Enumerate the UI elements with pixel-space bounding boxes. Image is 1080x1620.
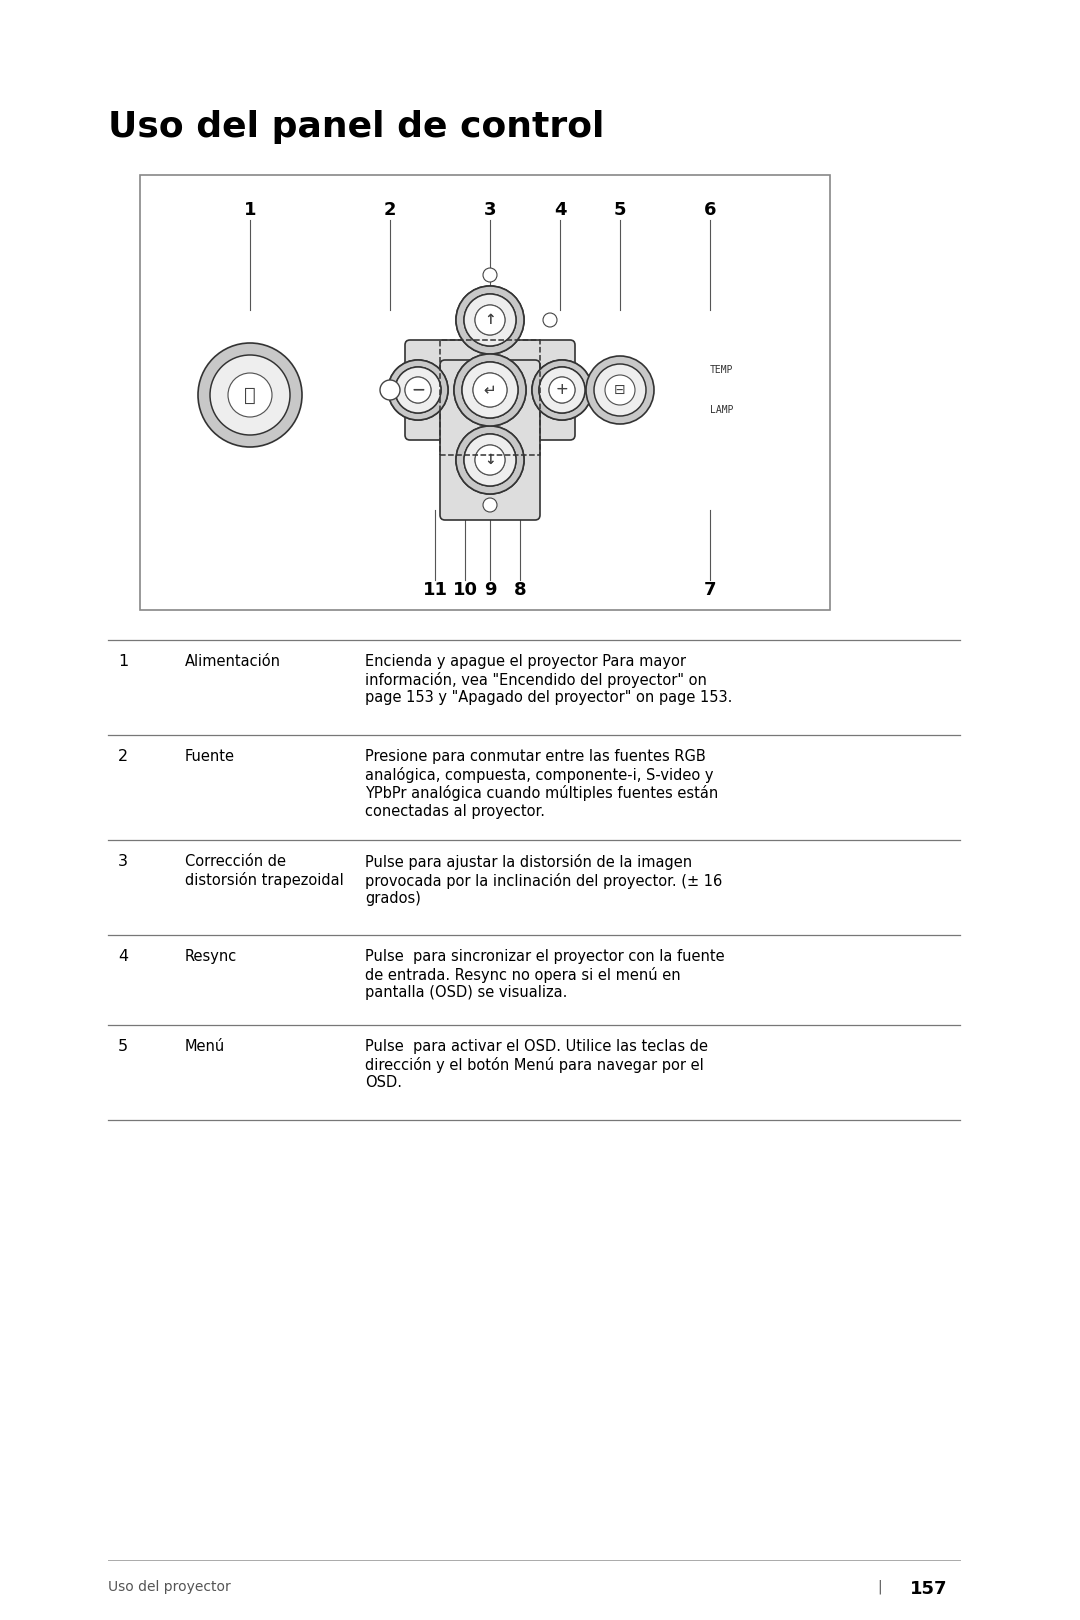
Text: 157: 157: [910, 1580, 947, 1597]
Circle shape: [456, 287, 524, 355]
Text: 11: 11: [422, 582, 447, 599]
Text: 1: 1: [118, 654, 129, 669]
Text: Corrección de
distorsión trapezoidal: Corrección de distorsión trapezoidal: [185, 854, 343, 888]
Circle shape: [395, 368, 441, 413]
Text: +: +: [555, 382, 568, 397]
Circle shape: [483, 267, 497, 282]
Text: 4: 4: [118, 949, 129, 964]
Circle shape: [532, 360, 592, 420]
Text: Encienda y apague el proyector Para mayor
información, vea "Encendido del proyec: Encienda y apague el proyector Para mayo…: [365, 654, 732, 705]
Text: Uso del panel de control: Uso del panel de control: [108, 110, 605, 144]
Text: Uso del proyector: Uso del proyector: [108, 1580, 231, 1594]
Circle shape: [605, 374, 635, 405]
Circle shape: [549, 377, 575, 403]
Circle shape: [388, 360, 448, 420]
Text: 5: 5: [118, 1038, 129, 1055]
Circle shape: [454, 355, 526, 426]
Text: ⏻: ⏻: [244, 386, 256, 405]
Circle shape: [594, 364, 646, 416]
Text: |: |: [878, 1580, 882, 1594]
Text: ↓: ↓: [484, 454, 496, 467]
Circle shape: [473, 373, 507, 407]
FancyBboxPatch shape: [405, 340, 575, 441]
Circle shape: [539, 368, 585, 413]
Circle shape: [464, 293, 516, 347]
Text: Presione para conmutar entre las fuentes RGB
analógica, compuesta, componente-i,: Presione para conmutar entre las fuentes…: [365, 748, 718, 818]
Circle shape: [532, 360, 592, 420]
Circle shape: [462, 361, 518, 418]
Circle shape: [586, 356, 654, 424]
Text: ↑: ↑: [484, 313, 496, 327]
Text: Pulse  para activar el OSD. Utilice las teclas de
dirección y el botón Menú para: Pulse para activar el OSD. Utilice las t…: [365, 1038, 708, 1090]
Circle shape: [475, 305, 505, 335]
Text: ↓: ↓: [484, 454, 496, 467]
Circle shape: [475, 305, 505, 335]
Circle shape: [543, 313, 557, 327]
Circle shape: [456, 426, 524, 494]
Text: ↵: ↵: [484, 382, 497, 397]
Circle shape: [405, 377, 431, 403]
Circle shape: [464, 434, 516, 486]
Circle shape: [405, 377, 431, 403]
Circle shape: [388, 360, 448, 420]
Text: Fuente: Fuente: [185, 748, 235, 765]
Bar: [440, 340, 540, 455]
Circle shape: [549, 377, 575, 403]
Text: LAMP: LAMP: [710, 405, 733, 415]
Circle shape: [380, 381, 400, 400]
Circle shape: [464, 434, 516, 486]
Text: 8: 8: [514, 582, 526, 599]
Circle shape: [475, 446, 505, 475]
Text: 7: 7: [704, 582, 716, 599]
Text: 9: 9: [484, 582, 496, 599]
Circle shape: [228, 373, 272, 416]
Circle shape: [198, 343, 302, 447]
Circle shape: [473, 373, 507, 407]
Text: 10: 10: [453, 582, 477, 599]
Text: Menú: Menú: [185, 1038, 226, 1055]
Text: TEMP: TEMP: [710, 364, 733, 374]
Text: +: +: [555, 382, 568, 397]
Circle shape: [462, 361, 518, 418]
Text: 3: 3: [118, 854, 129, 868]
Text: 3: 3: [484, 201, 496, 219]
Bar: [140, 175, 831, 611]
Text: Alimentación: Alimentación: [185, 654, 281, 669]
Text: −: −: [411, 381, 424, 399]
Text: Resync: Resync: [185, 949, 238, 964]
Text: Pulse para ajustar la distorsión de la imagen
provocada por la inclinación del p: Pulse para ajustar la distorsión de la i…: [365, 854, 723, 906]
Text: 1: 1: [244, 201, 256, 219]
Text: 4: 4: [554, 201, 566, 219]
Circle shape: [456, 426, 524, 494]
Circle shape: [483, 497, 497, 512]
Text: ↵: ↵: [484, 382, 497, 397]
Circle shape: [395, 368, 441, 413]
Text: 2: 2: [118, 748, 129, 765]
Text: −: −: [411, 381, 424, 399]
Circle shape: [464, 293, 516, 347]
Circle shape: [456, 287, 524, 355]
FancyBboxPatch shape: [440, 360, 540, 520]
Circle shape: [539, 368, 585, 413]
Circle shape: [475, 446, 505, 475]
Text: Pulse  para sincronizar el proyector con la fuente
de entrada. Resync no opera s: Pulse para sincronizar el proyector con …: [365, 949, 725, 1000]
Text: 2: 2: [383, 201, 396, 219]
Text: 6: 6: [704, 201, 716, 219]
Circle shape: [210, 355, 291, 436]
Circle shape: [454, 355, 526, 426]
Text: ↑: ↑: [484, 313, 496, 327]
Text: ⊟: ⊟: [615, 382, 625, 397]
Text: 5: 5: [613, 201, 626, 219]
